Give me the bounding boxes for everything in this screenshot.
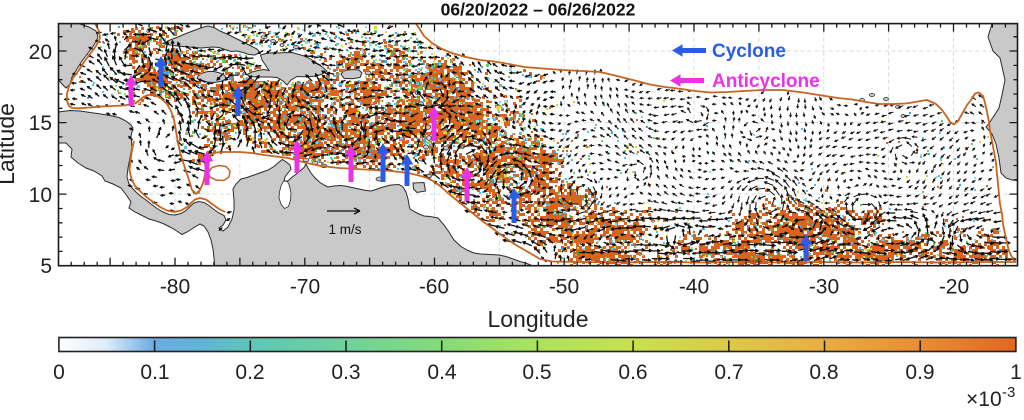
svg-text:0.2: 0.2 <box>235 361 264 384</box>
svg-text:0.6: 0.6 <box>618 361 647 384</box>
svg-text:0: 0 <box>53 361 65 384</box>
svg-text:0.9: 0.9 <box>905 361 934 384</box>
svg-text:-60: -60 <box>419 276 449 299</box>
svg-text:Longitude: Longitude <box>487 306 588 332</box>
svg-text:-80: -80 <box>160 276 190 299</box>
svg-text:10: 10 <box>29 184 52 207</box>
svg-text:-3: -3 <box>1002 384 1015 401</box>
svg-text:-20: -20 <box>939 276 969 299</box>
svg-text:Latitude: Latitude <box>0 103 19 185</box>
svg-text:06/20/2022 – 06/26/2022: 06/20/2022 – 06/26/2022 <box>441 0 636 20</box>
svg-text:1 m/s: 1 m/s <box>328 222 361 237</box>
svg-text:15: 15 <box>29 112 52 135</box>
svg-text:1: 1 <box>1010 361 1022 384</box>
svg-text:0.8: 0.8 <box>809 361 838 384</box>
svg-text:0.4: 0.4 <box>427 361 457 384</box>
svg-text:0.3: 0.3 <box>331 361 360 384</box>
svg-text:Anticyclone: Anticyclone <box>712 71 820 92</box>
svg-text:-70: -70 <box>290 276 320 299</box>
svg-text:0.7: 0.7 <box>714 361 743 384</box>
svg-text:Cyclone: Cyclone <box>712 41 786 62</box>
svg-text:0.5: 0.5 <box>522 361 551 384</box>
svg-text:20: 20 <box>29 41 52 64</box>
svg-text:5: 5 <box>40 255 52 278</box>
svg-text:-40: -40 <box>679 276 709 299</box>
svg-text:0.1: 0.1 <box>140 361 169 384</box>
svg-text:×10: ×10 <box>966 388 1002 411</box>
svg-text:-30: -30 <box>809 276 839 299</box>
svg-text:-50: -50 <box>549 276 579 299</box>
